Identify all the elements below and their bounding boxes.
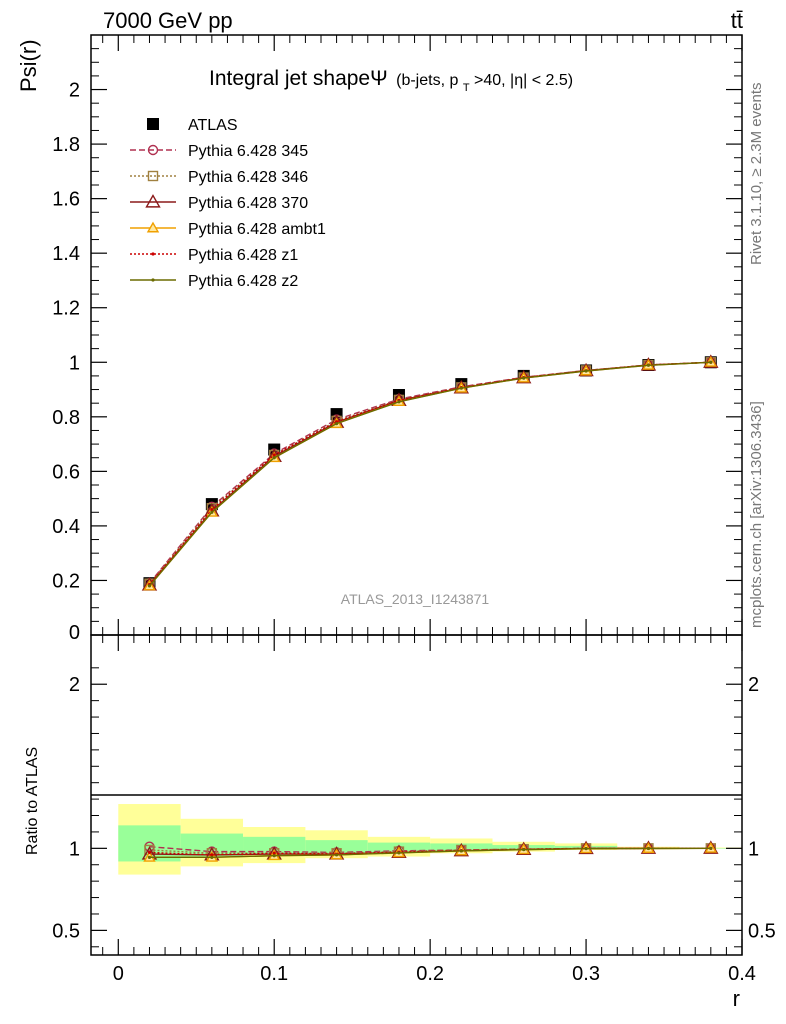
mc-series-point <box>334 422 339 426</box>
ratio-series-point <box>459 849 463 853</box>
legend-label: ATLAS <box>188 117 238 134</box>
ratio-series-point <box>334 853 339 857</box>
mc-series-point <box>397 400 401 404</box>
mc-series-point <box>646 363 651 367</box>
legend-label: Pythia 6.428 ambt1 <box>188 221 326 238</box>
chart-title: Integral jet shapeΨ (b-jets, p T >40, |η… <box>209 67 573 95</box>
ratio-series-point <box>147 850 152 855</box>
main-axes: 0.2 0.4 0.6 0.8 1 1.2 1.4 1.6 1.8 2 0 <box>52 35 743 644</box>
x-tick-label: 0.4 <box>728 963 756 985</box>
mc-series-point <box>210 510 214 514</box>
y-tick-label: 0.8 <box>52 407 80 429</box>
mc-series-line <box>148 361 711 587</box>
y-tick-label: 0.2 <box>52 570 80 592</box>
y-tick-label: 1.6 <box>52 189 80 211</box>
legend-label: Pythia 6.428 370 <box>188 195 308 212</box>
analysis-id: ATLAS_2013_I1243871 <box>341 591 490 607</box>
mc-series-point <box>210 507 214 512</box>
main-marks <box>141 354 719 591</box>
ratio-series-point <box>272 851 276 855</box>
title-sub-a: (b-jets, p <box>396 72 458 89</box>
legend-marker <box>147 144 159 156</box>
mc-series-line <box>148 361 711 584</box>
mc-series-point <box>522 376 526 380</box>
process-label: tt̄ <box>731 8 743 33</box>
ratio-bands <box>118 804 742 875</box>
ratio-series-point <box>147 855 152 859</box>
energy-label: 7000 GeV pp <box>103 8 233 33</box>
ratio-y-tick-label: 2 <box>69 674 80 696</box>
ratio-series-point <box>646 846 651 851</box>
x-axis-label: r <box>733 986 740 1011</box>
ratio-y-tick-label: 1 <box>69 838 80 860</box>
y-zero-label: 0 <box>69 622 80 644</box>
legend-label: Pythia 6.428 z1 <box>188 247 298 264</box>
mc-series-point <box>147 584 152 588</box>
main-panel: 0.2 0.4 0.6 0.8 1 1.2 1.4 1.6 1.8 2 0 Psi(r) Integ… <box>16 34 743 644</box>
ratio-y-tick-label-right: 0.5 <box>748 920 776 942</box>
legend-label: Pythia 6.428 345 <box>188 143 308 160</box>
y-tick-label: 0.6 <box>52 461 80 483</box>
ratio-series-point <box>578 840 594 855</box>
mc-series-point <box>272 453 276 457</box>
uncertainty-band-inner <box>243 836 306 855</box>
ratio-series-point <box>640 840 657 854</box>
ratio-series-point <box>703 840 719 854</box>
mc-series-point <box>703 354 719 368</box>
title-sub-b: >40, |η| < 2.5) <box>474 72 573 89</box>
mcplots-label: mcplots.cern.ch [arXiv:1306.3436] <box>748 401 765 628</box>
legend-label: Pythia 6.428 z2 <box>188 273 298 290</box>
x-tick-label: 0.1 <box>260 963 288 985</box>
ratio-y-axis-label: Ratio to ATLAS <box>24 747 41 855</box>
x-tick-label: 0.2 <box>416 963 444 985</box>
y-tick-label: 1 <box>69 352 80 374</box>
ratio-series-point <box>584 847 588 851</box>
mc-series-point <box>584 369 588 373</box>
legend: ATLAS Pythia 6.428 345 Pythia 6.428 346 Pyt… <box>130 117 326 290</box>
ratio-series-point <box>210 853 214 857</box>
ratio-series-point <box>453 842 470 857</box>
x-tick-label: 0.3 <box>572 963 600 985</box>
ratio-marks <box>141 840 719 862</box>
ratio-y-tick-label-right: 2 <box>748 674 759 696</box>
y-tick-label: 1.4 <box>52 243 80 265</box>
ratio-frame <box>90 634 743 956</box>
y-tick-label: 2 <box>69 80 80 102</box>
legend-marker <box>147 170 159 182</box>
mc-series-point <box>272 456 276 460</box>
mc-series-point <box>709 360 713 364</box>
legend-marker <box>151 252 155 256</box>
title-sub-subscript: T <box>463 82 470 94</box>
ratio-axes: 0.5 0.5 1 1 2 2 0 0.1 0.2 0.3 0.4 <box>52 635 776 985</box>
x-tick-label: 0 <box>113 963 124 985</box>
ratio-series-point <box>397 851 401 855</box>
legend-atlas-marker <box>147 118 159 130</box>
y-tick-label: 1.8 <box>52 134 80 156</box>
title-main: Integral jet shapeΨ <box>209 67 388 90</box>
y-tick-label: 0.4 <box>52 516 80 538</box>
ratio-series-point <box>272 854 276 858</box>
mc-series-point <box>459 386 463 390</box>
ratio-series-point <box>210 855 214 859</box>
y-tick-label: 1.2 <box>52 298 80 320</box>
ratio-series-point <box>709 846 713 850</box>
rivet-version-label: Rivet 3.1.10, ≥ 2.3M events <box>748 83 765 266</box>
main-y-axis-label: Psi(r) <box>16 39 41 92</box>
ratio-series-line <box>149 847 711 859</box>
legend-marker <box>151 278 155 282</box>
legend-marker <box>145 194 161 208</box>
mc-series-line <box>148 361 711 587</box>
legend-label: Pythia 6.428 346 <box>188 169 308 186</box>
ratio-y-tick-label: 0.5 <box>52 920 80 942</box>
mc-series-point <box>515 369 532 384</box>
legend-marker <box>146 221 160 233</box>
ratio-series-point <box>522 848 526 852</box>
ratio-y-tick-label-right: 1 <box>748 838 759 860</box>
ratio-panel: 0.5 0.5 1 1 2 2 0 0.1 0.2 0.3 0.4 Ratio to ATLAS r <box>24 634 776 1011</box>
